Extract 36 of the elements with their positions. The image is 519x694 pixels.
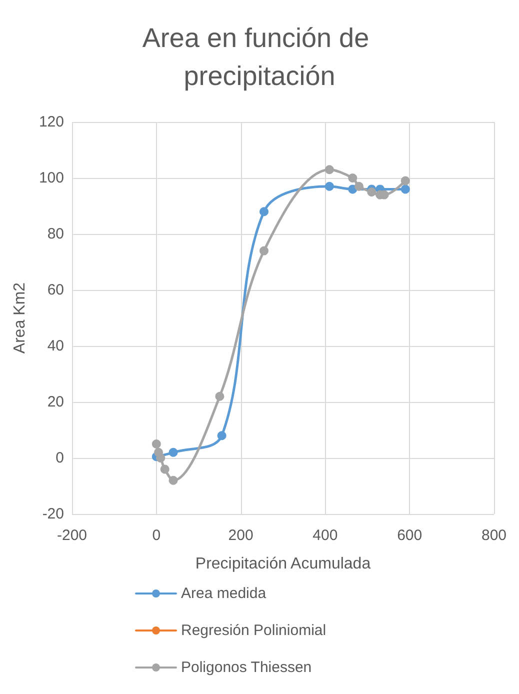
point	[217, 431, 226, 440]
legend-label: Area medida	[181, 585, 267, 602]
x-axis-title: Precipitación Acumulada	[195, 556, 371, 572]
y-axis-title: Area Km2	[12, 282, 29, 354]
point	[215, 392, 224, 401]
x-tick-label: 200	[228, 527, 254, 544]
point	[324, 165, 334, 174]
point	[400, 184, 410, 194]
x-tick-label: 400	[312, 527, 338, 544]
point	[160, 464, 170, 474]
x-tick-label: 600	[397, 527, 422, 544]
x-tick-label: -200	[56, 527, 88, 544]
y-tick-label: 120	[38, 114, 64, 130]
y-tick-label: 60	[47, 282, 64, 298]
legend-label: Poligonos Thiessen	[181, 659, 312, 676]
y-tick-label: 80	[47, 226, 64, 242]
point	[400, 176, 410, 186]
y-tick-label: -20	[42, 506, 64, 522]
legend-label: Regresión Poliniomial	[181, 622, 326, 639]
point	[324, 182, 334, 191]
point	[168, 448, 178, 457]
point	[260, 246, 269, 256]
y-tick-label: 100	[38, 170, 64, 186]
point	[168, 476, 178, 485]
point	[260, 207, 269, 216]
x-tick-label: 0	[152, 527, 161, 544]
point	[367, 188, 376, 196]
x-tick-label: 800	[481, 527, 507, 544]
y-tick-label: 20	[47, 394, 64, 410]
y-tick-label: 0	[56, 450, 64, 466]
point	[156, 454, 166, 462]
point	[348, 174, 358, 182]
point	[152, 440, 161, 448]
y-tick-label: 40	[47, 338, 64, 354]
point	[354, 182, 364, 191]
chart-title: Area en función de precipitación	[142, 23, 377, 91]
